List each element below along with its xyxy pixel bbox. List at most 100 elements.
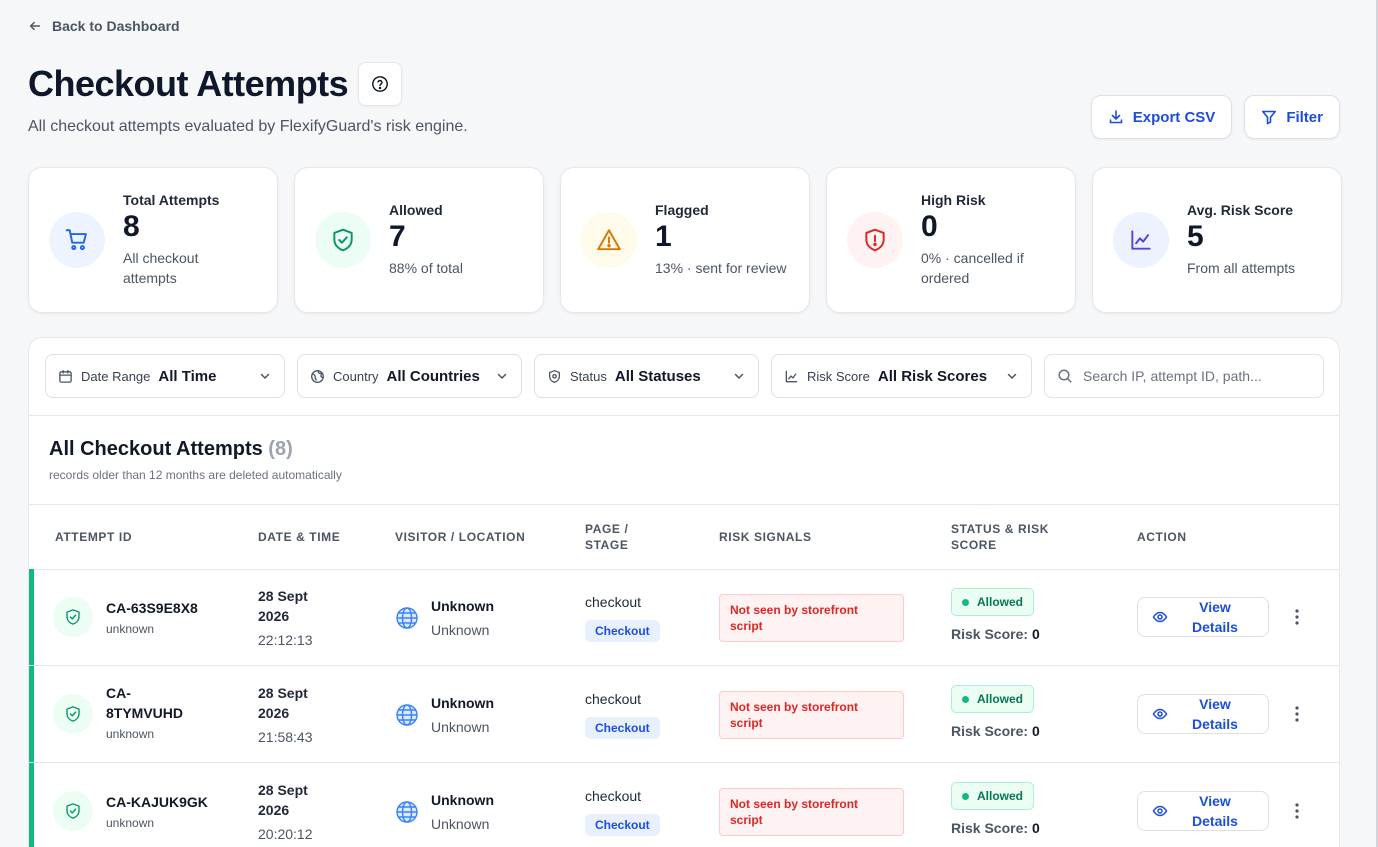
risk-score-value: 0 xyxy=(1031,723,1040,739)
stat-card-avg-risk: Avg. Risk Score 5 From all attempts xyxy=(1092,167,1342,313)
stat-label: High Risk xyxy=(921,192,986,208)
search-box xyxy=(1044,354,1324,398)
page-path: checkout xyxy=(585,691,642,707)
page-path: checkout xyxy=(585,788,642,804)
warning-icon xyxy=(581,212,637,268)
risk-score: Risk Score: 0 xyxy=(951,626,1040,642)
stat-value: 7 xyxy=(389,220,406,253)
attempt-time: 22:12:13 xyxy=(258,632,313,648)
col-risk-signals: Risk Signals xyxy=(719,530,812,544)
filter-button[interactable]: Filter xyxy=(1244,95,1340,139)
status-select[interactable]: Status All Statuses xyxy=(534,354,759,398)
table-title: All Checkout Attempts (8) xyxy=(49,438,293,461)
status-accent-bar xyxy=(29,666,34,762)
risk-signal-badge: Not seen by storefront script xyxy=(719,788,904,836)
attempt-time: 21:58:43 xyxy=(258,729,313,745)
visitor-name: Unknown xyxy=(431,695,494,711)
shield-check-icon xyxy=(53,791,93,831)
attempt-date: 28 Sept 2026 xyxy=(258,782,308,818)
attempt-id: CA-KAJUK9GK xyxy=(106,794,208,810)
attempt-sub: unknown xyxy=(106,622,155,636)
more-options-button[interactable] xyxy=(1287,801,1307,821)
stage-badge: Checkout xyxy=(585,717,660,739)
status-value: All Statuses xyxy=(614,367,701,385)
stat-label: Flagged xyxy=(655,202,709,218)
globe-icon xyxy=(396,704,418,726)
table-count: (8) xyxy=(268,438,293,460)
col-attempt-id: Attempt ID xyxy=(55,530,133,544)
shield-check-icon xyxy=(53,597,93,637)
table-row[interactable]: CA-8TYMVUHD unknown 28 Sept 2026 21:58:4… xyxy=(29,666,1339,763)
stat-value: 1 xyxy=(655,220,672,253)
col-status-risk: Status & Risk Score xyxy=(951,522,1050,552)
download-icon xyxy=(1109,110,1123,124)
country-select[interactable]: Country All Countries xyxy=(297,354,522,398)
table-row[interactable]: CA-KAJUK9GK unknown 28 Sept 2026 20:20:1… xyxy=(29,763,1339,847)
help-button[interactable] xyxy=(358,62,403,106)
shield-alert-icon xyxy=(847,212,903,268)
page-path: checkout xyxy=(585,594,642,610)
status-badge: Allowed xyxy=(951,782,1035,810)
retention-note: records older than 12 months are deleted… xyxy=(49,468,342,482)
col-page-stage: Page / Stage xyxy=(585,522,629,552)
stat-sub: All checkout attempts xyxy=(123,250,199,286)
stat-sub: 0% · cancelled if ordered xyxy=(921,250,1024,286)
divider xyxy=(29,415,1339,416)
attempt-date: 28 Sept 2026 xyxy=(258,685,308,721)
status-text: Allowed xyxy=(977,595,1024,609)
visitor-name: Unknown xyxy=(431,792,494,808)
attempt-id: CA-8TYMVUHD xyxy=(106,685,184,721)
more-options-button[interactable] xyxy=(1287,704,1307,724)
stat-sub: From all attempts xyxy=(1187,260,1296,276)
stat-card-flagged: Flagged 1 13% · sent for review xyxy=(560,167,810,313)
date-range-value: All Time xyxy=(158,367,217,385)
filter-bar: Date Range All Time Country All Countrie… xyxy=(45,354,1324,398)
risk-signal-badge: Not seen by storefront script xyxy=(719,691,904,739)
col-visitor-location: Visitor / Location xyxy=(395,530,526,544)
attempt-sub: unknown xyxy=(106,727,155,741)
risk-score: Risk Score: 0 xyxy=(951,723,1040,739)
eye-icon xyxy=(1152,708,1168,720)
globe-icon xyxy=(396,607,418,629)
scrollbar[interactable] xyxy=(1376,0,1378,847)
risk-score-label: Risk Score: xyxy=(951,626,1029,642)
kebab-icon xyxy=(1295,706,1299,722)
globe-outline-icon xyxy=(311,369,324,383)
status-accent-bar xyxy=(29,763,34,847)
view-details-label: View Details xyxy=(1192,793,1238,829)
chart-line-icon xyxy=(1113,212,1169,268)
date-range-select[interactable]: Date Range All Time xyxy=(45,354,285,398)
country-value: All Countries xyxy=(386,367,480,385)
attempt-time: 20:20:12 xyxy=(258,826,313,842)
view-details-button[interactable]: View Details xyxy=(1137,597,1269,637)
view-details-label: View Details xyxy=(1192,599,1238,635)
stat-sub: 88% of total xyxy=(389,260,463,276)
cart-icon xyxy=(49,212,105,268)
more-options-button[interactable] xyxy=(1287,607,1307,627)
status-dot xyxy=(962,695,969,703)
view-details-button[interactable]: View Details xyxy=(1137,694,1269,734)
shield-outline-icon xyxy=(548,369,561,383)
stat-value: 5 xyxy=(1187,220,1204,253)
status-dot xyxy=(962,792,969,800)
table-title-text: All Checkout Attempts xyxy=(49,438,263,460)
kebab-icon xyxy=(1295,803,1299,819)
status-badge: Allowed xyxy=(951,685,1035,713)
back-label: Back to Dashboard xyxy=(52,18,180,34)
status-text: Allowed xyxy=(977,789,1024,803)
table-row[interactable]: CA-63S9E8X8 unknown 28 Sept 2026 22:12:1… xyxy=(29,569,1339,666)
calendar-icon xyxy=(59,369,72,383)
back-to-dashboard-link[interactable]: Back to Dashboard xyxy=(28,18,180,34)
chevron-down-icon xyxy=(1007,373,1017,379)
chevron-down-icon xyxy=(260,373,270,379)
arrow-left-icon xyxy=(29,21,41,31)
export-csv-button[interactable]: Export CSV xyxy=(1090,95,1233,139)
attempt-id: CA-63S9E8X8 xyxy=(106,600,198,616)
search-input[interactable] xyxy=(1083,368,1303,384)
attempt-date: 28 Sept 2026 xyxy=(258,588,308,624)
attempts-panel: Date Range All Time Country All Countrie… xyxy=(28,337,1340,847)
page-title: Checkout Attempts xyxy=(28,63,349,104)
view-details-button[interactable]: View Details xyxy=(1137,791,1269,831)
risk-score-select[interactable]: Risk Score All Risk Scores xyxy=(771,354,1032,398)
filter-label: Filter xyxy=(1286,108,1323,126)
